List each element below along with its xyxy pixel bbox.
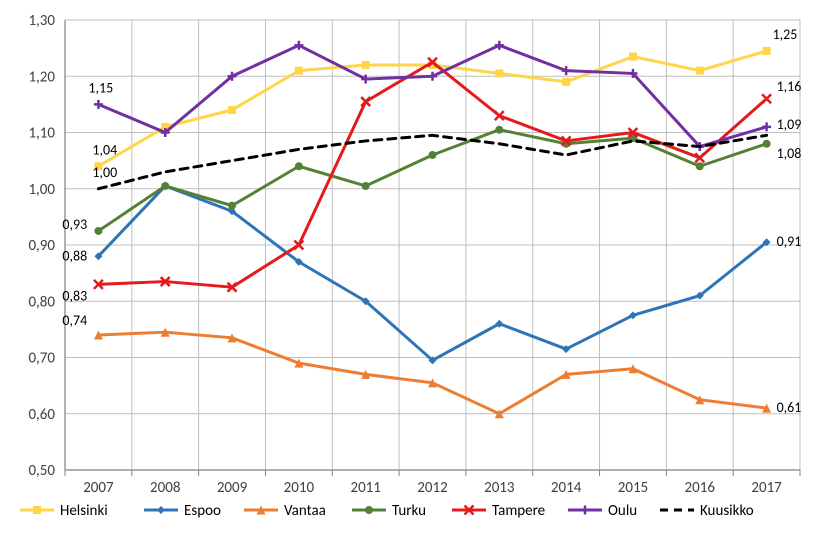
data-label: 1,09 <box>777 116 802 133</box>
x-tick-label: 2016 <box>685 479 716 497</box>
data-label: 1,00 <box>92 164 117 181</box>
x-tick-label: 2015 <box>618 479 648 497</box>
x-tick-label: 2008 <box>150 479 180 497</box>
y-tick-label: 0,80 <box>28 293 55 311</box>
data-label: 0,93 <box>62 216 87 233</box>
data-label: 0,61 <box>777 399 802 416</box>
data-label: 0,88 <box>62 247 87 264</box>
legend-label: Turku <box>392 502 426 520</box>
y-tick-label: 1,10 <box>28 125 55 143</box>
y-tick-label: 1,20 <box>28 68 55 86</box>
legend-label: Kuusikko <box>700 502 754 520</box>
data-label: 1,08 <box>777 145 802 162</box>
data-label: 1,16 <box>777 78 802 95</box>
legend-label: Helsinki <box>60 502 108 520</box>
y-tick-label: 0,60 <box>28 406 55 424</box>
legend-label: Espoo <box>184 502 221 520</box>
x-tick-label: 2009 <box>217 479 248 497</box>
y-tick-label: 0,70 <box>28 350 55 368</box>
x-tick-label: 2012 <box>417 479 447 497</box>
data-label: 1,15 <box>88 79 113 96</box>
data-label: 1,25 <box>773 26 798 43</box>
legend-label: Vantaa <box>284 502 326 520</box>
y-tick-label: 0,90 <box>28 237 55 255</box>
y-tick-label: 1,00 <box>28 181 55 199</box>
x-tick-label: 2011 <box>350 479 380 497</box>
data-label: 1,04 <box>92 141 117 158</box>
data-label: 0,83 <box>62 287 87 304</box>
y-tick-label: 1,30 <box>28 12 55 30</box>
line-chart: 0,50 0,60 0,70 0,80 0,90 1,00 1,10 1,20 1,30 2007… <box>0 0 820 548</box>
x-tick-label: 2013 <box>484 479 515 497</box>
x-tick-label: 2017 <box>751 479 782 497</box>
data-label: 0,74 <box>62 312 87 329</box>
x-tick-label: 2010 <box>284 479 315 497</box>
x-tick-label: 2014 <box>551 479 582 497</box>
x-tick-label: 2007 <box>83 479 114 497</box>
data-label: 0,91 <box>777 233 802 250</box>
y-tick-label: 0,50 <box>28 462 55 480</box>
legend-label: Tampere <box>492 502 545 520</box>
legend-label: Oulu <box>608 502 637 520</box>
